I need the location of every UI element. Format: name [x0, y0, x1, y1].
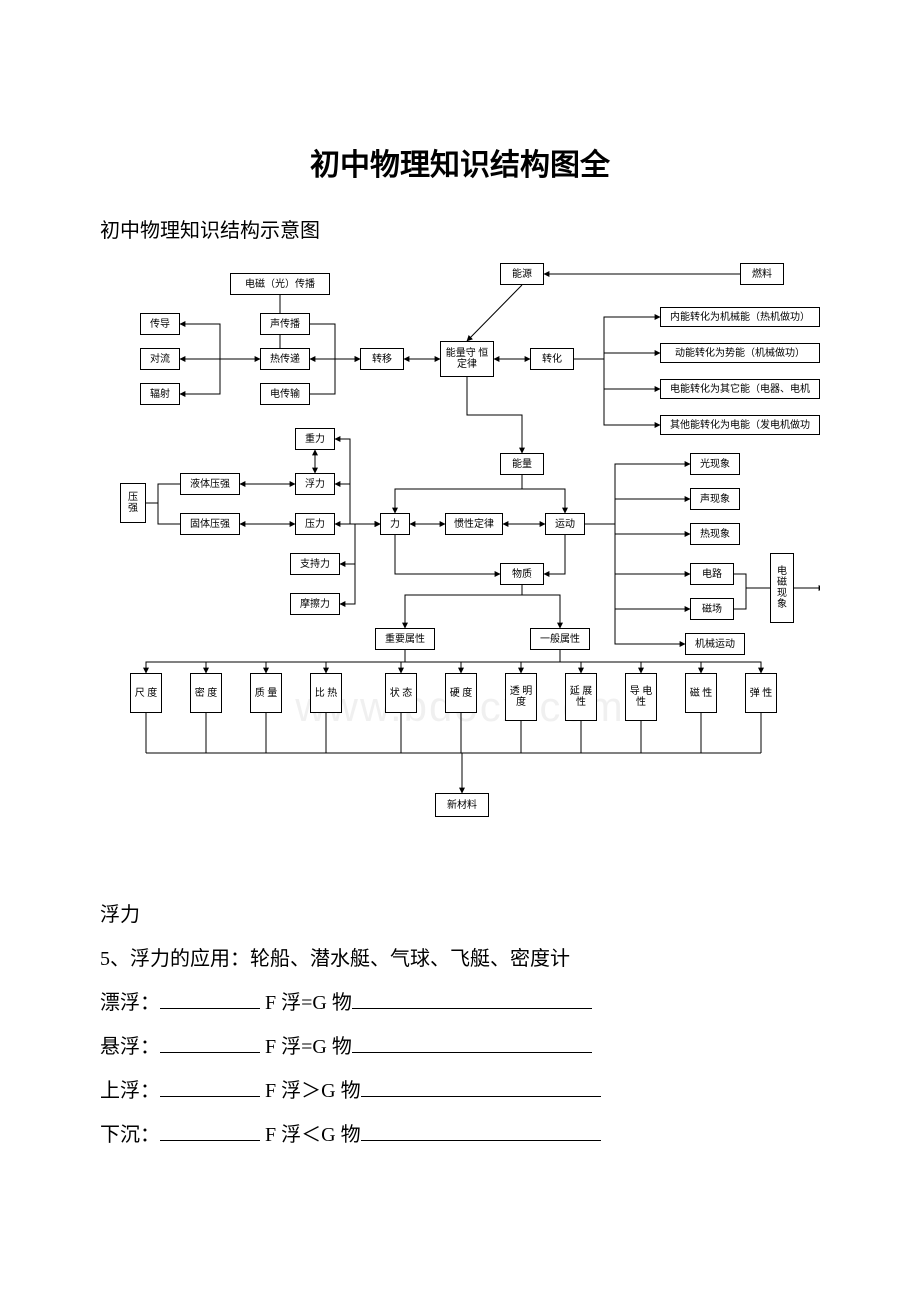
node-n_field: 磁场 [690, 598, 734, 620]
node-p8: 延 展 性 [565, 673, 597, 721]
row-3: 下沉： F 浮＜G 物 [100, 1113, 820, 1157]
node-p7: 透 明 度 [505, 673, 537, 721]
node-p4: 比 热 [310, 673, 342, 713]
node-n_etrans: 电传输 [260, 383, 310, 405]
node-n_emphen: 电 磁 现 象 [770, 553, 794, 623]
node-n_dongneng: 动能转化为势能（机械做功） [660, 343, 820, 363]
node-n_transform: 转化 [530, 348, 574, 370]
node-p9: 导 电 性 [625, 673, 657, 721]
node-n_conv: 对流 [140, 348, 180, 370]
node-n_mech: 机械运动 [685, 633, 745, 655]
node-n_support: 支持力 [290, 553, 340, 575]
row-1: 悬浮： F 浮=G 物 [100, 1025, 820, 1069]
node-n_cond: 传导 [140, 313, 180, 335]
node-n_heat: 热现象 [690, 523, 740, 545]
node-n_newmat: 新材料 [435, 793, 489, 817]
node-n_inertia: 惯性定律 [445, 513, 503, 535]
node-n_neneng: 内能转化为机械能（热机做功） [660, 307, 820, 327]
node-n_energy: 能量 [500, 453, 544, 475]
node-n_conserv: 能量守 恒定律 [440, 341, 494, 377]
row-0: 漂浮： F 浮=G 物 [100, 981, 820, 1025]
node-p6: 硬 度 [445, 673, 477, 713]
node-n_energy_src: 能源 [500, 263, 544, 285]
knowledge-diagram: www.bdocx.com 电磁（光）传播能源燃料传导声传播内能转化为机械能（热… [100, 253, 820, 853]
node-n_qita: 其他能转化为电能（发电机做功 [660, 415, 820, 435]
node-n_em: 电磁（光）传播 [230, 273, 330, 295]
node-p11: 弹 性 [745, 673, 777, 713]
node-p3: 质 量 [250, 673, 282, 713]
node-n_rad: 辐射 [140, 383, 180, 405]
node-n_transfer: 转移 [360, 348, 404, 370]
app-line: 5、浮力的应用：轮船、潜水艇、气球、飞艇、密度计 [100, 937, 820, 981]
node-n_buoy: 浮力 [295, 473, 335, 495]
node-n_fuel: 燃料 [740, 263, 784, 285]
node-n_motion: 运动 [545, 513, 585, 535]
node-n_liquidp: 液体压强 [180, 473, 240, 495]
node-n_friction: 摩擦力 [290, 593, 340, 615]
node-n_heattrans: 热传递 [260, 348, 310, 370]
node-p2: 密 度 [190, 673, 222, 713]
node-n_press: 压 强 [120, 483, 146, 523]
node-p1: 尺 度 [130, 673, 162, 713]
node-n_light: 光现象 [690, 453, 740, 475]
node-n_keyattr: 重要属性 [375, 628, 435, 650]
node-n_matter: 物质 [500, 563, 544, 585]
row-2: 上浮： F 浮＞G 物 [100, 1069, 820, 1113]
page-title: 初中物理知识结构图全 [100, 140, 820, 184]
node-n_circuit: 电路 [690, 563, 734, 585]
node-n_solidp: 固体压强 [180, 513, 240, 535]
node-p5: 状 态 [385, 673, 417, 713]
node-n_soundprop: 声传播 [260, 313, 310, 335]
subtitle: 初中物理知识结构示意图 [100, 214, 820, 243]
node-p10: 磁 性 [685, 673, 717, 713]
node-n_force: 力 [380, 513, 410, 535]
node-n_dianneng: 电能转化为其它能（电器、电机 [660, 379, 820, 399]
node-n_gravity: 重力 [295, 428, 335, 450]
node-n_genattr: 一般属性 [530, 628, 590, 650]
node-n_sound: 声现象 [690, 488, 740, 510]
node-n_pressure: 压力 [295, 513, 335, 535]
section-heading: 浮力 [100, 893, 820, 937]
